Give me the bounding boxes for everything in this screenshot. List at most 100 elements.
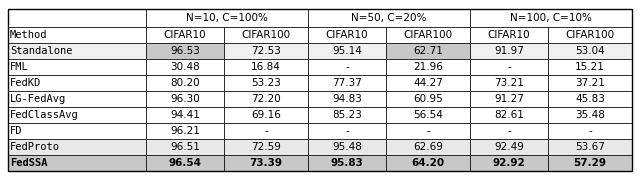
Bar <box>146 155 224 171</box>
Bar <box>386 91 470 107</box>
Text: 30.48: 30.48 <box>170 62 200 72</box>
Bar <box>8 27 146 43</box>
Text: 56.54: 56.54 <box>413 110 443 120</box>
Text: FedProto: FedProto <box>10 142 60 152</box>
Text: 62.69: 62.69 <box>413 142 443 152</box>
Text: 96.53: 96.53 <box>170 46 200 56</box>
Text: 91.97: 91.97 <box>494 46 524 56</box>
Bar <box>224 75 308 91</box>
Text: 94.83: 94.83 <box>332 94 362 104</box>
Bar <box>308 91 386 107</box>
Text: 72.20: 72.20 <box>251 94 281 104</box>
Bar <box>548 59 632 75</box>
Bar <box>308 155 386 171</box>
Text: FML: FML <box>10 62 29 72</box>
Text: N=100, C=10%: N=100, C=10% <box>510 13 592 23</box>
Text: FD: FD <box>10 126 22 136</box>
Bar <box>386 139 470 155</box>
Text: -: - <box>426 126 430 136</box>
Text: 45.83: 45.83 <box>575 94 605 104</box>
Text: CIFAR10: CIFAR10 <box>164 30 206 40</box>
Text: 96.21: 96.21 <box>170 126 200 136</box>
Text: 21.96: 21.96 <box>413 62 443 72</box>
Bar <box>8 43 146 59</box>
Text: 95.83: 95.83 <box>331 158 364 168</box>
Text: 96.54: 96.54 <box>168 158 202 168</box>
Text: N=10, C=100%: N=10, C=100% <box>186 13 268 23</box>
Bar <box>308 9 470 27</box>
Text: -: - <box>588 126 592 136</box>
Text: 53.04: 53.04 <box>575 46 605 56</box>
Bar <box>470 75 548 91</box>
Bar <box>308 75 386 91</box>
Text: -: - <box>345 126 349 136</box>
Bar <box>8 9 146 27</box>
Bar <box>308 43 386 59</box>
Bar <box>146 9 308 27</box>
Bar <box>224 155 308 171</box>
Bar <box>386 107 470 123</box>
Text: 77.37: 77.37 <box>332 78 362 88</box>
Text: -: - <box>345 62 349 72</box>
Text: CIFAR10: CIFAR10 <box>326 30 368 40</box>
Bar <box>470 27 548 43</box>
Text: 96.51: 96.51 <box>170 142 200 152</box>
Bar <box>8 59 146 75</box>
Bar <box>146 59 224 75</box>
Bar <box>224 123 308 139</box>
Text: 72.59: 72.59 <box>251 142 281 152</box>
Text: Standalone: Standalone <box>10 46 72 56</box>
Text: 35.48: 35.48 <box>575 110 605 120</box>
Bar <box>470 9 632 27</box>
Bar <box>224 43 308 59</box>
Text: 15.21: 15.21 <box>575 62 605 72</box>
Bar <box>470 123 548 139</box>
Bar <box>470 155 548 171</box>
Text: 94.41: 94.41 <box>170 110 200 120</box>
Bar <box>8 107 146 123</box>
Bar <box>548 27 632 43</box>
Bar <box>548 139 632 155</box>
Text: FedClassAvg: FedClassAvg <box>10 110 79 120</box>
Bar <box>386 43 470 59</box>
Text: 44.27: 44.27 <box>413 78 443 88</box>
Text: 72.53: 72.53 <box>251 46 281 56</box>
Bar <box>8 75 146 91</box>
Bar <box>224 91 308 107</box>
Bar <box>146 139 224 155</box>
Bar <box>8 123 146 139</box>
Bar <box>548 43 632 59</box>
Bar <box>224 139 308 155</box>
Bar <box>470 59 548 75</box>
Text: 95.14: 95.14 <box>332 46 362 56</box>
Bar <box>224 107 308 123</box>
Text: 82.61: 82.61 <box>494 110 524 120</box>
Bar <box>224 59 308 75</box>
Bar <box>470 43 548 59</box>
Text: CIFAR100: CIFAR100 <box>565 30 614 40</box>
Text: 96.30: 96.30 <box>170 94 200 104</box>
Text: FedSSA: FedSSA <box>10 158 47 168</box>
Bar <box>386 123 470 139</box>
Bar <box>470 107 548 123</box>
Text: CIFAR10: CIFAR10 <box>488 30 531 40</box>
Bar <box>308 59 386 75</box>
Bar <box>8 91 146 107</box>
Text: 69.16: 69.16 <box>251 110 281 120</box>
Bar <box>8 155 146 171</box>
Text: 73.39: 73.39 <box>250 158 282 168</box>
Bar <box>146 123 224 139</box>
Bar <box>386 27 470 43</box>
Text: N=50, C=20%: N=50, C=20% <box>351 13 427 23</box>
Text: 73.21: 73.21 <box>494 78 524 88</box>
Text: FedKD: FedKD <box>10 78 41 88</box>
Bar <box>386 75 470 91</box>
Text: 91.27: 91.27 <box>494 94 524 104</box>
Bar <box>146 27 224 43</box>
Text: 92.92: 92.92 <box>493 158 525 168</box>
Bar <box>548 75 632 91</box>
Text: 37.21: 37.21 <box>575 78 605 88</box>
Bar <box>146 91 224 107</box>
Bar <box>548 107 632 123</box>
Bar <box>308 139 386 155</box>
